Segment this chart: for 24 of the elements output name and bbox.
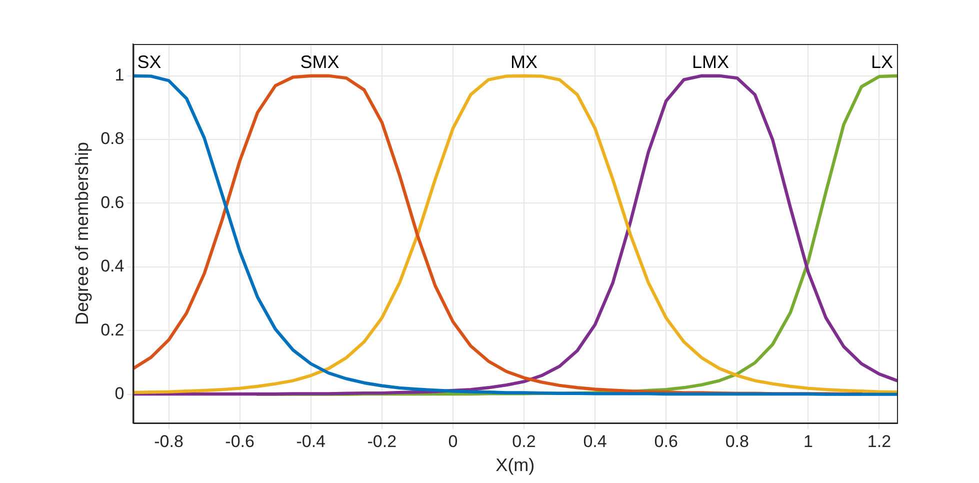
x-tick-label: 0 (448, 432, 458, 451)
series-label: MX (510, 52, 538, 72)
series-label: SMX (300, 52, 340, 72)
series-label: SX (137, 52, 162, 72)
x-tick-label: 0.8 (725, 432, 749, 451)
x-tick-label: -0.8 (154, 432, 184, 451)
x-tick-label: 0.2 (512, 432, 536, 451)
y-axis-title: Degree of membership (72, 142, 92, 326)
x-tick-label: -0.2 (367, 432, 397, 451)
x-tick-label: 1 (803, 432, 813, 451)
x-tick-label: -0.4 (296, 432, 326, 451)
x-tick-label: 1.2 (867, 432, 892, 451)
series-label: LMX (692, 52, 730, 72)
y-tick-label: 0 (114, 384, 124, 404)
y-tick-label: 0.8 (100, 129, 124, 148)
y-tick-label: 0.2 (100, 320, 124, 340)
y-tick-label: 1 (114, 66, 124, 85)
y-tick-label: 0.6 (100, 192, 124, 212)
x-tick-label: 0.4 (583, 432, 607, 451)
x-tick-label: 0.6 (654, 432, 678, 451)
series-label: LX (870, 52, 894, 72)
x-axis-title: X(m) (496, 455, 535, 476)
x-tick-label: -0.6 (225, 432, 254, 451)
y-tick-label: 0.4 (100, 256, 124, 276)
